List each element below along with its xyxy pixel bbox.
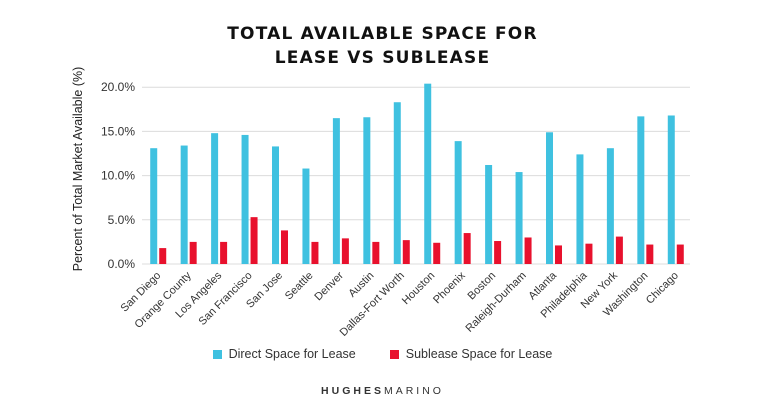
x-category-label: Denver	[312, 269, 346, 303]
legend-item-sublease: Sublease Space for Lease	[389, 347, 553, 361]
bar-direct	[485, 164, 493, 264]
bar-sublease	[220, 241, 228, 264]
bar-sublease	[250, 217, 258, 264]
bar-direct	[302, 168, 310, 264]
brand-logo: HUGHESMARINO	[0, 385, 765, 397]
legend: Direct Space for Lease Sublease Space fo…	[0, 347, 765, 361]
bar-direct	[454, 141, 462, 264]
bar-sublease	[189, 241, 197, 264]
bar-direct	[150, 148, 158, 264]
bar-direct	[606, 148, 614, 264]
bar-direct	[393, 102, 401, 264]
bar-sublease	[585, 243, 593, 264]
legend-swatch-sublease	[389, 349, 399, 359]
x-category-label: Houston	[400, 270, 437, 307]
bar-sublease	[463, 233, 471, 264]
bar-direct	[211, 133, 219, 264]
bar-sublease	[159, 248, 167, 264]
y-axis-label: Percent of Total Market Available (%)	[71, 67, 85, 272]
chart-title-line-2: LEASE VS SUBLEASE	[274, 48, 491, 68]
bar-sublease	[494, 241, 502, 264]
x-category-label: Chicago	[644, 270, 681, 307]
bar-direct	[332, 118, 340, 264]
x-category-label: Phoenix	[431, 269, 468, 306]
bar-sublease	[372, 241, 380, 264]
bar-direct	[667, 115, 675, 264]
brand-logo-part-2: MARINO	[383, 385, 444, 397]
bar-sublease	[341, 238, 349, 264]
y-tick-label: 20.0%	[101, 80, 135, 94]
y-tick-label: 5.0%	[108, 213, 136, 227]
chart-title: TOTAL AVAILABLE SPACE FOR LEASE VS SUBLE…	[0, 22, 765, 70]
y-tick-label: 10.0%	[101, 169, 135, 183]
bar-sublease	[555, 245, 562, 264]
legend-label-sublease: Sublease Space for Lease	[405, 347, 553, 361]
bar-direct	[241, 134, 249, 264]
x-category-label: San Francisco	[196, 270, 254, 328]
bar-sublease	[615, 236, 623, 264]
x-category-label: Seattle	[283, 270, 316, 303]
bar-direct	[637, 116, 645, 264]
bar-direct	[180, 145, 188, 264]
legend-label-direct: Direct Space for Lease	[228, 347, 356, 361]
gridlines	[142, 86, 690, 265]
bar-sublease	[433, 242, 441, 264]
bar-sublease	[281, 230, 288, 264]
legend-swatch-direct	[212, 349, 222, 359]
bar-sublease	[524, 237, 532, 264]
brand-logo-part-1: HUGHES	[321, 385, 384, 397]
bar-direct	[576, 154, 584, 264]
bar-sublease	[646, 244, 654, 264]
y-tick-label: 0.0%	[108, 257, 136, 271]
legend-item-direct: Direct Space for Lease	[212, 347, 356, 361]
bar-sublease	[311, 241, 319, 264]
bars	[150, 83, 684, 264]
bar-direct	[424, 83, 432, 264]
bar-direct	[272, 146, 279, 264]
bar-sublease	[676, 244, 684, 264]
bar-direct	[515, 172, 523, 264]
chart-title-line-1: TOTAL AVAILABLE SPACE FOR	[227, 24, 538, 44]
y-axis-ticks: 0.0% 5.0% 10.0% 15.0% 20.0%	[101, 80, 135, 271]
bar-direct	[546, 132, 553, 264]
bar-sublease	[402, 240, 410, 264]
bar-direct	[363, 117, 371, 264]
y-tick-label: 15.0%	[101, 124, 135, 138]
